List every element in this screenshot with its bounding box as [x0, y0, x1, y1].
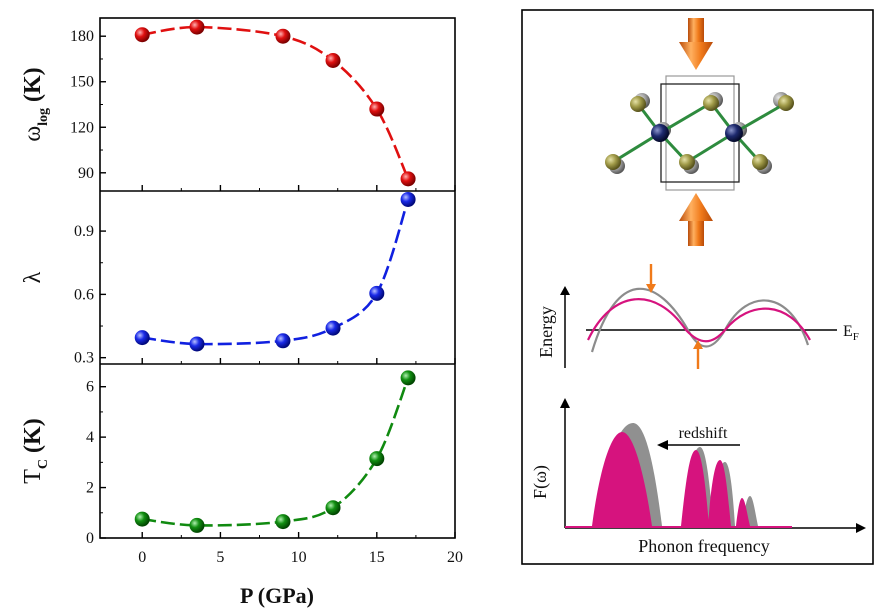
- data-point: [400, 191, 416, 207]
- series-line: [142, 198, 410, 346]
- y-tick-label: 120: [70, 119, 94, 136]
- band-sketch: Energy EF: [536, 264, 859, 369]
- x-axis: 0 5 10 15 20: [138, 549, 463, 566]
- y-tick-label: 0.3: [74, 350, 94, 367]
- data-point: [189, 19, 205, 35]
- x-tick-label: 0: [138, 549, 146, 566]
- data-point: [134, 330, 150, 346]
- frequency-axis-arrow: [856, 523, 866, 533]
- data-point: [189, 336, 205, 352]
- data-point: [275, 514, 291, 530]
- data-point: [275, 28, 291, 44]
- y-tick-label: 180: [70, 28, 94, 45]
- x-axis-title: P (GPa): [240, 583, 314, 608]
- data-point: [134, 511, 150, 527]
- data-point: [400, 171, 416, 187]
- schematic-frame: [521, 9, 874, 565]
- panel-tc: 0 2 4 6 TC(K): [20, 370, 456, 547]
- frequency-label: Phonon frequency: [638, 536, 769, 556]
- panels-layer: 90 120 150 180 ωlog(K) 0.3 0.6 0.9 λ 0 2 4 6 TC(K): [20, 19, 456, 547]
- schematic-panel: Energy EF F(ω) Phonon frequency: [521, 9, 874, 565]
- y-tick-label: 6: [86, 379, 94, 396]
- left-panels: 90 120 150 180 ωlog(K) 0.3 0.6 0.9 λ 0 2 4 6 TC(K) 0 5…: [20, 17, 463, 608]
- data-point: [134, 27, 150, 43]
- panel-omega-log: 90 120 150 180 ωlog(K): [20, 19, 456, 191]
- y-tick-label: 150: [70, 74, 94, 91]
- y-tick-label: 0.9: [74, 223, 94, 240]
- data-point: [369, 451, 385, 467]
- dos-label: F(ω): [530, 465, 551, 499]
- y-axis-title: λ: [20, 271, 46, 283]
- series-line: [142, 25, 410, 180]
- panel-lambda: 0.3 0.6 0.9 λ: [20, 191, 456, 367]
- crystal-structure: [605, 18, 794, 246]
- data-point: [369, 285, 385, 301]
- y-tick-label: 90: [78, 165, 94, 182]
- x-tick-label: 10: [291, 549, 307, 566]
- band-original: [590, 287, 810, 353]
- y-tick-label: 0.6: [74, 286, 94, 303]
- x-tick-label: 15: [369, 549, 385, 566]
- energy-label: Energy: [536, 306, 556, 358]
- series-line: [142, 377, 410, 527]
- data-point: [325, 500, 341, 516]
- y-tick-label: 2: [86, 480, 94, 497]
- band-compressed: [587, 298, 811, 343]
- unit-cell-original: [665, 75, 735, 191]
- navy-atoms: [651, 124, 743, 142]
- energy-axis-arrow: [560, 286, 570, 295]
- y-tick-label: 0: [86, 530, 94, 547]
- dos-axis-arrow: [560, 398, 570, 408]
- data-point: [275, 333, 291, 349]
- x-tick-label: 5: [216, 549, 224, 566]
- phonon-dos-sketch: F(ω) Phonon frequency: [530, 398, 866, 556]
- plot-frame: [99, 17, 456, 539]
- data-point: [325, 52, 341, 68]
- y-axis-title: TC(K): [20, 418, 51, 483]
- redshift-arrow: [657, 440, 740, 450]
- y-axis-title: ωlog(K): [20, 67, 51, 141]
- data-point: [400, 370, 416, 386]
- data-point: [325, 320, 341, 336]
- data-point: [369, 101, 385, 117]
- compression-arrow-top: [679, 18, 713, 70]
- fermi-label: EF: [843, 323, 859, 343]
- compression-arrow-bottom: [679, 193, 713, 246]
- x-tick-label: 20: [447, 549, 463, 566]
- data-point: [189, 517, 205, 533]
- redshift-label: redshift: [679, 425, 728, 442]
- band-arrow-up: [693, 340, 703, 369]
- yellow-atoms: [605, 95, 794, 170]
- y-tick-label: 4: [86, 429, 94, 446]
- band-arrow-down: [646, 264, 656, 293]
- dos-compressed: [565, 432, 792, 528]
